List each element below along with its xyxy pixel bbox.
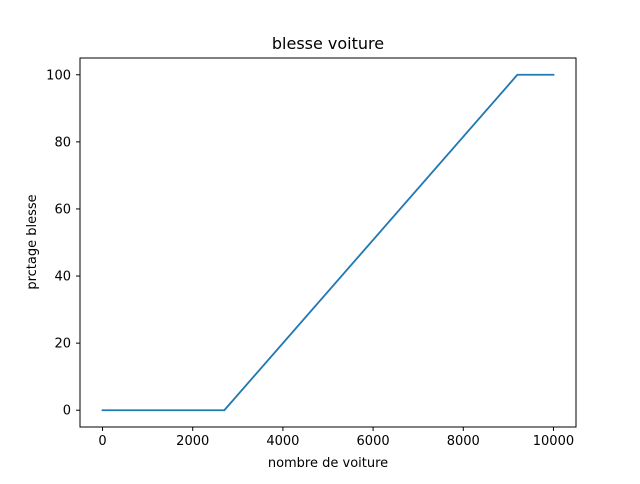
x-axis: 0 2000 4000 6000 8000 10000 <box>98 427 574 449</box>
series-line <box>101 73 555 412</box>
y-tick-label: 60 <box>54 202 71 217</box>
x-axis-label: nombre de voiture <box>268 456 388 471</box>
y-axis: 0 20 40 60 80 100 <box>46 68 80 419</box>
x-tick-label: 0 <box>98 434 106 449</box>
series-layer <box>101 73 555 412</box>
x-tick-label: 6000 <box>357 434 390 449</box>
y-tick-label: 40 <box>54 270 71 285</box>
x-tick-label: 10000 <box>533 434 574 449</box>
y-tick-label: 100 <box>46 68 71 83</box>
x-tick-label: 8000 <box>447 434 480 449</box>
plot-frame <box>79 57 577 428</box>
y-tick-label: 20 <box>54 337 71 352</box>
y-tick-label: 80 <box>54 135 71 150</box>
chart-title: blesse voiture <box>272 34 384 53</box>
x-tick-label: 2000 <box>176 434 209 449</box>
y-axis-label: prctage blesse <box>25 194 40 289</box>
y-tick-label: 0 <box>63 404 71 419</box>
plot-area <box>79 57 577 428</box>
x-tick-label: 4000 <box>266 434 299 449</box>
